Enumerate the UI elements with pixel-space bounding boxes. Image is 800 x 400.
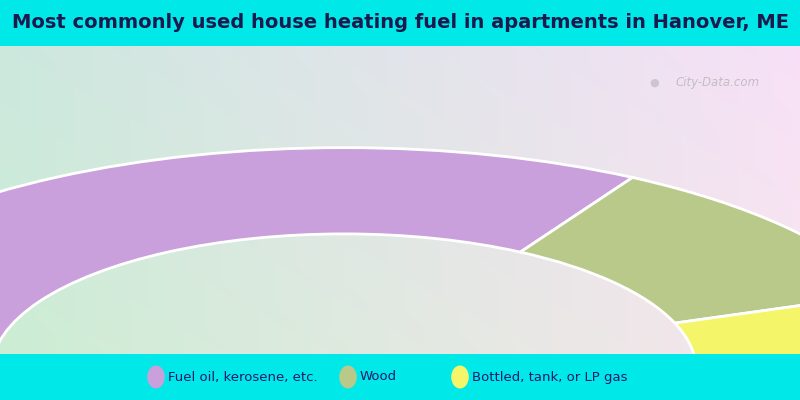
Text: Most commonly used house heating fuel in apartments in Hanover, ME: Most commonly used house heating fuel in…	[11, 12, 789, 32]
Wedge shape	[0, 148, 633, 370]
Ellipse shape	[147, 366, 165, 388]
Text: ●: ●	[650, 78, 659, 88]
Wedge shape	[520, 178, 800, 323]
Text: City-Data.com: City-Data.com	[676, 76, 760, 90]
Ellipse shape	[339, 366, 357, 388]
Text: Wood: Wood	[360, 370, 397, 384]
Text: Fuel oil, kerosene, etc.: Fuel oil, kerosene, etc.	[168, 370, 318, 384]
Ellipse shape	[451, 366, 469, 388]
Wedge shape	[675, 294, 800, 370]
Text: Bottled, tank, or LP gas: Bottled, tank, or LP gas	[472, 370, 627, 384]
